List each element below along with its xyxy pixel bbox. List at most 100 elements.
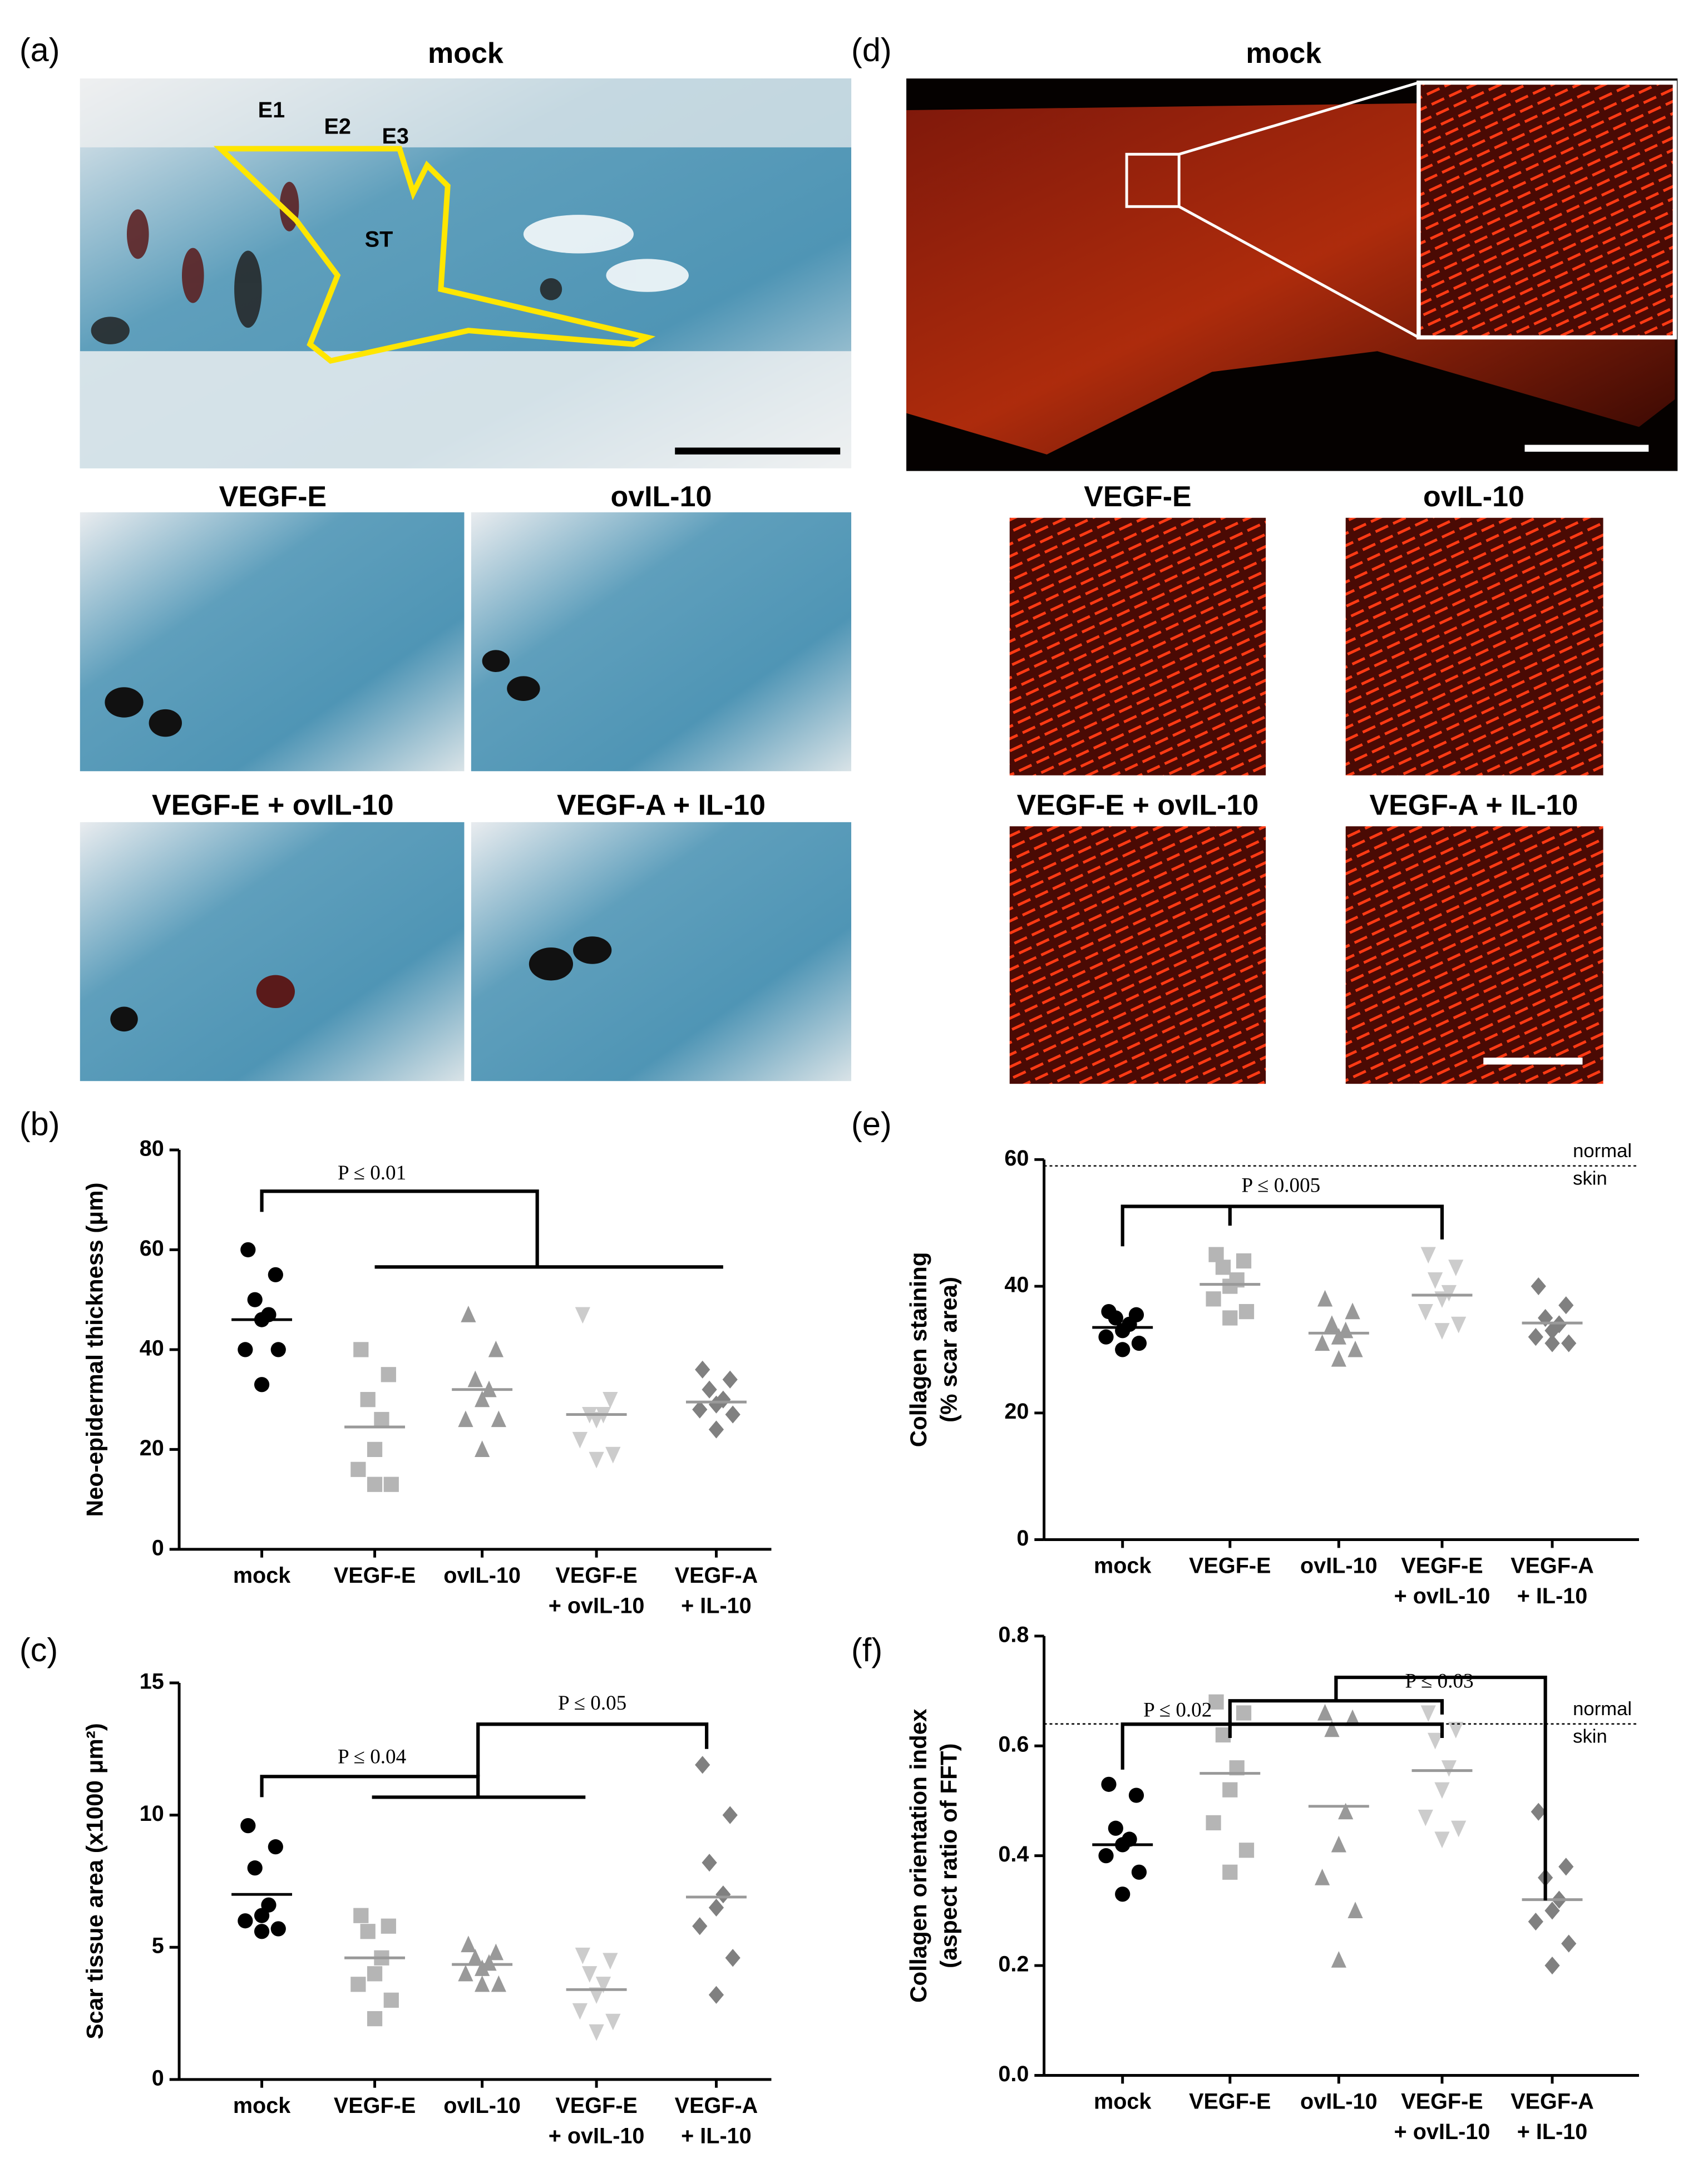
point (238, 1913, 253, 1929)
point (1317, 1703, 1333, 1721)
point (695, 1360, 710, 1379)
y-tick-label: 60 (140, 1236, 164, 1261)
p-value: P ≤ 0.01 (338, 1162, 406, 1184)
point (475, 1390, 490, 1408)
bracket (1120, 1722, 1444, 1770)
p-value: P ≤ 0.05 (558, 1692, 626, 1715)
point (1544, 1321, 1560, 1340)
annotation: E3 (382, 124, 408, 149)
point (353, 1342, 369, 1357)
point (1531, 1277, 1546, 1296)
point (1331, 1350, 1346, 1367)
point (1236, 1705, 1252, 1721)
x-tick-label: ovIL-10 (443, 1563, 521, 1588)
point (1236, 1253, 1252, 1269)
micrographs-d (906, 78, 1678, 1084)
point (1206, 1815, 1221, 1831)
point (702, 1854, 717, 1872)
point (1418, 1303, 1433, 1321)
x-tick-label: mock (233, 2093, 291, 2118)
x-tick-label: ovIL-10 (1300, 1553, 1378, 1578)
x-tick-label: + ovIL-10 (549, 2124, 645, 2148)
point (603, 1953, 618, 1970)
point (381, 1918, 396, 1934)
reference-label: skin (1573, 1726, 1607, 1747)
x-tick-label: + ovIL-10 (549, 1593, 645, 1618)
point (1115, 1887, 1131, 1902)
reference-label: skin (1573, 1168, 1607, 1189)
x-tick-label: VEGF-A (675, 1563, 758, 1588)
point (725, 1405, 741, 1424)
y-tick-label: 40 (1004, 1273, 1029, 1297)
point (475, 1975, 490, 1992)
y-axis-label: Neo-epidermal thickness (μm) (82, 1182, 108, 1517)
image-title: VEGF-E + ovIL-10 (1017, 789, 1259, 821)
micrograph (80, 512, 465, 772)
point (605, 1446, 621, 1464)
point (1331, 1835, 1346, 1853)
point (240, 1818, 256, 1834)
bracket (1334, 1675, 1547, 1901)
point (461, 1935, 476, 1953)
point (1558, 1858, 1574, 1876)
micrograph (1009, 826, 1266, 1084)
point (1222, 1864, 1238, 1880)
point (1208, 1694, 1224, 1710)
point (1338, 1803, 1354, 1820)
y-tick-label: 0 (152, 2066, 164, 2090)
follicles (105, 650, 612, 1032)
y-tick-label: 0.8 (998, 1622, 1029, 1647)
point (1331, 1951, 1346, 1968)
annotation: ST (365, 228, 393, 252)
x-tick-label: VEGF-E (1401, 1553, 1483, 1578)
point (254, 1924, 270, 1939)
point (708, 1898, 724, 1917)
micrograph (80, 822, 465, 1082)
reference-label: normal (1573, 1140, 1632, 1162)
y-tick-label: 80 (140, 1136, 164, 1161)
point (1206, 1291, 1221, 1307)
image-title: VEGF-A + IL-10 (557, 789, 766, 821)
point (708, 1395, 724, 1414)
y-tick-label: 0.4 (998, 1842, 1029, 1866)
y-tick-label: 0.2 (998, 1952, 1029, 1977)
x-tick-label: ovIL-10 (443, 2093, 521, 2118)
point (458, 1964, 473, 1982)
y-tick-label: 0 (152, 1535, 164, 1560)
point (1544, 1902, 1560, 1920)
y-tick-label: 5 (152, 1934, 164, 1958)
y-tick-label: 10 (140, 1801, 164, 1826)
point (1544, 1334, 1560, 1352)
bracket (476, 1722, 709, 1777)
x-tick-label: VEGF-A (1510, 2089, 1594, 2113)
y-axis-label: Collagen orientation index (905, 1708, 931, 2003)
y-axis-label: (% scar area) (935, 1277, 961, 1423)
follicles (91, 181, 689, 344)
x-tick-label: + IL-10 (681, 1593, 752, 1618)
point (595, 1977, 611, 1993)
image-title: VEGF-E (1084, 481, 1191, 513)
point (268, 1839, 283, 1855)
point (353, 1908, 369, 1923)
y-tick-label: 20 (140, 1436, 164, 1460)
point (1324, 1315, 1340, 1332)
image-title: VEGF-E (219, 481, 327, 513)
point (491, 1410, 506, 1428)
micrograph (1345, 517, 1603, 776)
x-tick-label: VEGF-E (555, 2093, 637, 2118)
y-tick-label: 60 (1004, 1146, 1029, 1171)
image-title: VEGF-A + IL-10 (1369, 789, 1578, 821)
point (270, 1921, 286, 1937)
inset-line (1178, 81, 1419, 156)
point (722, 1806, 738, 1824)
point (1441, 1285, 1457, 1302)
point (589, 1411, 604, 1429)
point (1115, 1342, 1131, 1357)
scale-bar (675, 447, 841, 455)
panel-label: (e) (851, 1105, 892, 1143)
x-tick-label: + ovIL-10 (1394, 2120, 1490, 2144)
point (1558, 1296, 1574, 1315)
point (381, 1367, 396, 1382)
point (1215, 1260, 1231, 1275)
